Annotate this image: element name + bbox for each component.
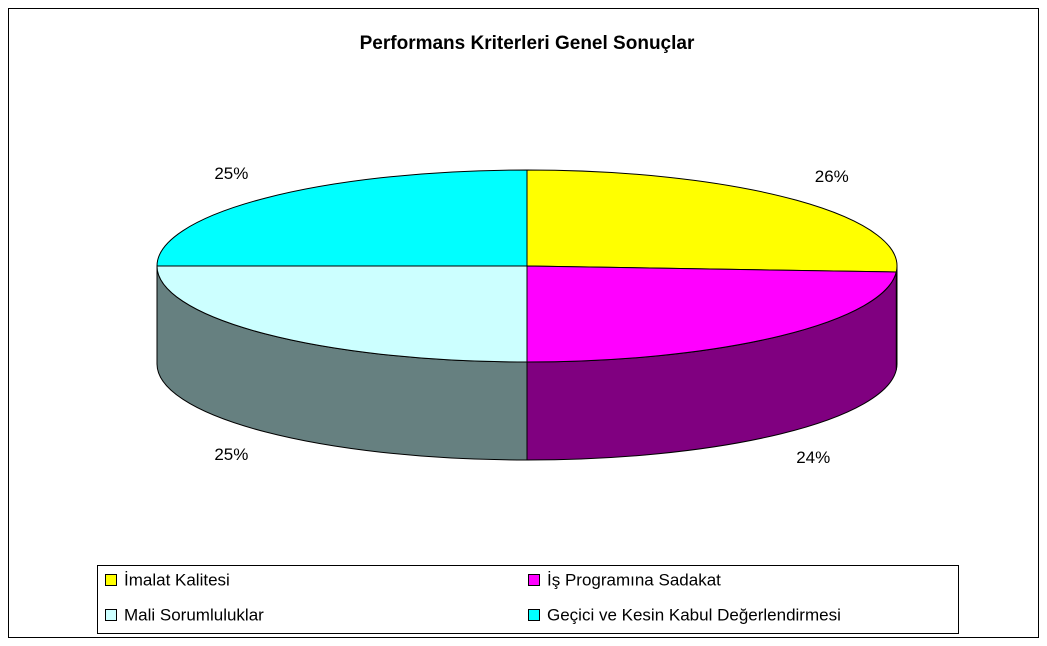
legend-label: İş Programına Sadakat — [547, 570, 721, 589]
chart-title: Performans Kriterleri Genel Sonuçlar — [360, 33, 695, 54]
data-label: 25% — [214, 445, 248, 464]
data-label: 25% — [214, 164, 248, 183]
data-label: 26% — [815, 167, 849, 186]
legend-swatch — [528, 609, 540, 621]
pie-slice — [156, 265, 528, 363]
pie-slice — [526, 265, 897, 363]
legend-label: Geçici ve Kesin Kabul Değerlendirmesi — [547, 605, 841, 624]
data-label: 24% — [796, 448, 830, 467]
pie-slice — [156, 169, 528, 267]
legend-swatch — [105, 574, 117, 586]
legend-swatch — [105, 609, 117, 621]
legend-swatch — [528, 574, 540, 586]
legend-label: Mali Sorumluluklar — [124, 605, 264, 624]
pie-slice — [526, 169, 898, 273]
legend-label: İmalat Kalitesi — [124, 570, 230, 589]
